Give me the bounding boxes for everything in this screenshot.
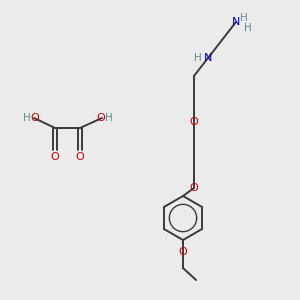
Text: O: O — [178, 247, 188, 257]
Text: O: O — [190, 117, 198, 127]
Text: N: N — [204, 53, 212, 63]
Text: H: H — [240, 13, 248, 23]
Text: O: O — [97, 113, 105, 123]
Text: O: O — [190, 183, 198, 193]
Text: N: N — [232, 17, 240, 27]
Text: H: H — [23, 113, 31, 123]
Text: O: O — [51, 152, 59, 162]
Text: H: H — [194, 53, 202, 63]
Text: O: O — [31, 113, 39, 123]
Text: H: H — [105, 113, 113, 123]
Text: H: H — [244, 23, 252, 33]
Text: O: O — [76, 152, 84, 162]
